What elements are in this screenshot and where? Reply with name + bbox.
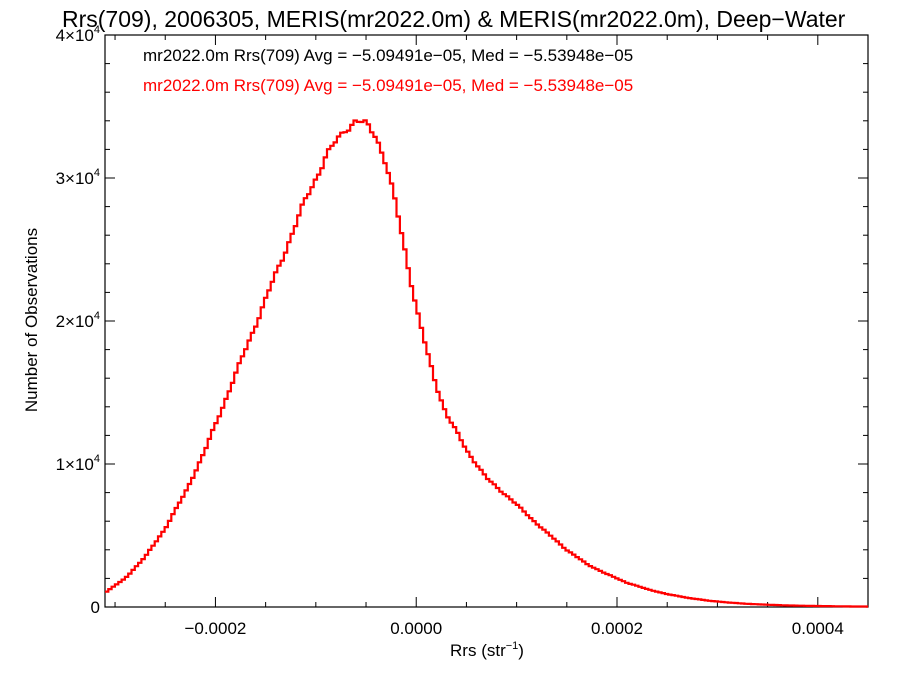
plot-frame <box>104 34 869 608</box>
y-axis-label: Number of Observations <box>22 228 41 412</box>
x-tick-label: 0.0000 <box>390 619 442 638</box>
y-tick-label: 1×104 <box>56 453 100 474</box>
series-layer <box>105 119 869 608</box>
y-axis-ticks: 0 1×104 2×104 3×104 4×104 <box>56 24 868 617</box>
series-0-histogram-line <box>105 119 869 608</box>
annotation-line-2: mr2022.0m Rrs(709) Avg = −5.09491e−05, M… <box>143 76 633 95</box>
x-axis-label: Rrs (str−1) <box>450 640 524 660</box>
y-tick-label: 0 <box>91 598 100 617</box>
chart-title: Rrs(709), 2006305, MERIS(mr2022.0m) & ME… <box>62 6 846 32</box>
x-tick-label: −0.0002 <box>184 619 246 638</box>
x-tick-label: 0.0004 <box>792 619 844 638</box>
x-tick-label: 0.0002 <box>591 619 643 638</box>
y-tick-label: 2×104 <box>56 310 100 331</box>
y-tick-label: 4×104 <box>56 24 100 45</box>
y-tick-label: 3×104 <box>56 167 100 188</box>
annotation-line-1: mr2022.0m Rrs(709) Avg = −5.09491e−05, M… <box>143 46 633 65</box>
plot-border <box>104 34 869 608</box>
x-axis-ticks: −0.0002 0.0000 0.0002 0.0004 <box>114 35 869 638</box>
